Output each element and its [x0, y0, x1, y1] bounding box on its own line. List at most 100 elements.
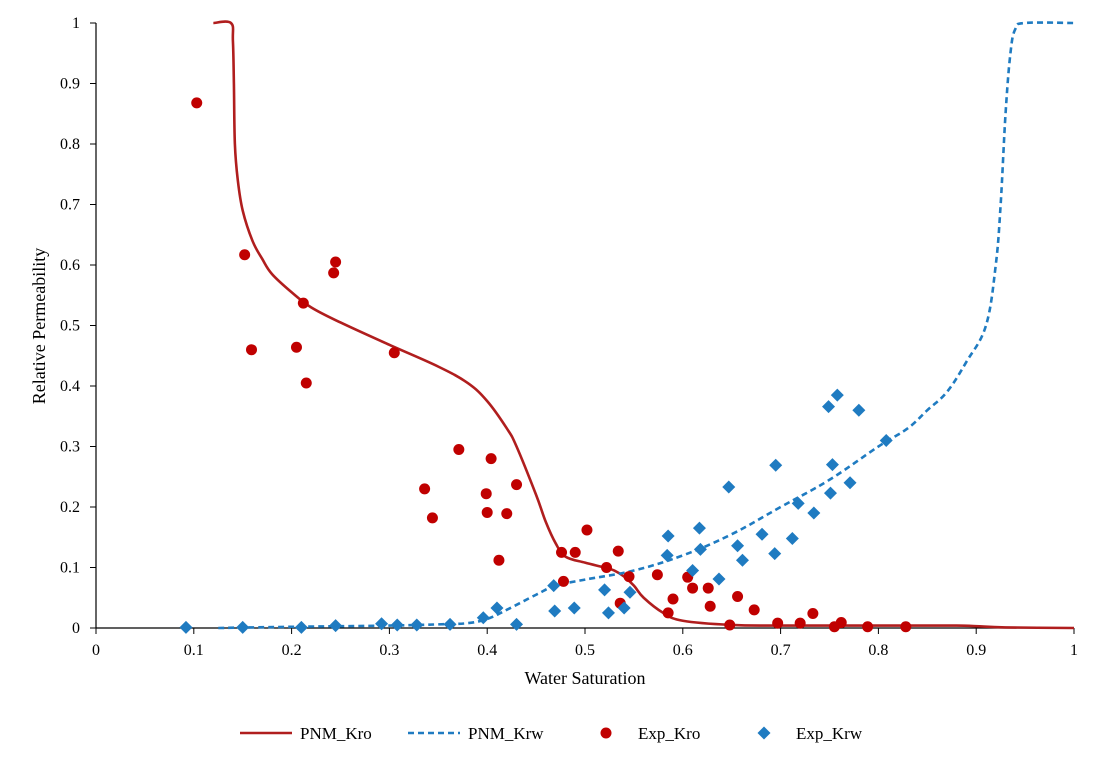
data-point-exp-krw — [843, 476, 857, 490]
data-point-exp-kro — [581, 524, 593, 536]
data-point-exp-kro — [772, 617, 784, 629]
data-point-exp-kro — [480, 488, 492, 500]
data-point-exp-kro — [297, 297, 309, 309]
x-tick-label: 1 — [1070, 642, 1078, 659]
legend-swatch-exp-krw — [757, 726, 771, 740]
series-line-pnm-kro — [213, 20, 1075, 630]
data-point-exp-kro — [612, 545, 624, 557]
legend-label-pnm-kro: PNM_Kro — [300, 724, 372, 743]
data-point-exp-krw — [722, 480, 736, 494]
data-point-exp-krw — [390, 618, 404, 632]
x-tick-label: 0.2 — [282, 642, 302, 659]
chart-axes — [95, 23, 1074, 629]
data-point-exp-kro — [511, 479, 523, 491]
data-point-exp-kro — [704, 600, 716, 612]
data-point-exp-krw — [443, 617, 457, 631]
x-tick-label: 0.8 — [868, 642, 888, 659]
data-point-exp-kro — [453, 444, 465, 456]
data-point-exp-krw — [692, 521, 706, 535]
data-point-exp-kro — [732, 591, 744, 603]
data-point-exp-krw — [567, 601, 581, 615]
data-point-exp-kro — [330, 256, 342, 268]
x-axis-ticks: 0 0.1 0.2 0.3 0.4 0.5 0.6 0.7 0.8 0.9 1 — [92, 628, 1078, 659]
data-point-exp-krw — [410, 618, 424, 632]
data-point-exp-krw — [735, 553, 749, 567]
data-point-exp-krw — [598, 583, 612, 597]
x-tick-label: 0.6 — [673, 642, 693, 659]
data-point-exp-krw — [294, 620, 308, 634]
data-point-exp-krw — [693, 542, 707, 556]
data-point-exp-krw — [661, 529, 675, 543]
y-tick-label: 0.2 — [60, 499, 80, 516]
x-tick-label: 0 — [92, 642, 100, 659]
data-point-exp-kro — [724, 619, 736, 631]
legend-swatch-exp-kro — [600, 727, 612, 739]
data-point-exp-krw — [548, 604, 562, 618]
data-point-exp-kro — [300, 377, 312, 389]
y-tick-label: 0.4 — [60, 378, 80, 395]
data-point-exp-kro — [557, 575, 569, 587]
data-point-exp-kro — [748, 604, 760, 616]
y-tick-label: 0.5 — [60, 318, 80, 335]
legend-label-pnm-krw: PNM_Krw — [468, 724, 544, 743]
data-point-exp-krw — [375, 617, 389, 631]
legend: PNM_Kro PNM_Krw Exp_Kro Exp_Krw — [240, 724, 863, 743]
data-point-exp-krw — [712, 572, 726, 586]
data-point-exp-krw — [476, 611, 490, 625]
data-point-exp-kro — [328, 267, 340, 279]
data-point-exp-krw — [807, 506, 821, 520]
data-point-exp-krw — [823, 486, 837, 500]
data-point-exp-kro — [623, 571, 635, 583]
data-point-exp-krw — [769, 458, 783, 472]
data-point-exp-kro — [569, 546, 581, 558]
data-point-exp-kro — [426, 512, 438, 524]
y-tick-label: 0.7 — [60, 197, 80, 214]
data-point-exp-kro — [662, 607, 674, 619]
data-point-exp-kro — [290, 341, 302, 353]
data-point-exp-kro — [900, 621, 912, 633]
data-point-exp-kro — [794, 617, 806, 629]
legend-label-exp-krw: Exp_Krw — [796, 724, 863, 743]
data-point-exp-krw — [791, 496, 805, 510]
data-point-exp-krw — [768, 547, 782, 561]
legend-label-exp-kro: Exp_Kro — [638, 724, 700, 743]
data-point-exp-krw — [179, 620, 193, 634]
data-point-exp-kro — [651, 569, 663, 581]
data-point-exp-krw — [236, 620, 250, 634]
series-line-pnm-krw — [218, 21, 1075, 630]
data-point-exp-krw — [879, 433, 893, 447]
data-point-exp-krw — [755, 527, 769, 541]
data-point-exp-kro — [835, 617, 847, 629]
y-tick-label: 0.8 — [60, 136, 80, 153]
data-point-exp-krw — [822, 400, 836, 414]
data-point-exp-krw — [490, 601, 504, 615]
data-point-exp-krw — [547, 579, 561, 593]
x-tick-label: 0.1 — [184, 642, 204, 659]
data-point-exp-kro — [388, 347, 400, 359]
y-tick-label: 0.6 — [60, 257, 80, 274]
y-tick-label: 0.1 — [60, 560, 80, 577]
data-point-exp-krw — [852, 403, 866, 417]
data-point-exp-krw — [830, 388, 844, 402]
data-point-exp-kro — [601, 562, 613, 573]
data-point-exp-kro — [807, 607, 819, 619]
data-point-exp-krw — [601, 606, 615, 620]
data-point-exp-kro — [702, 582, 714, 594]
y-axis-ticks: 0 0.1 0.2 0.3 0.4 0.5 0.6 0.7 0.8 0.9 1 — [60, 15, 96, 637]
data-point-exp-kro — [191, 97, 203, 109]
x-tick-label: 0.7 — [771, 642, 791, 659]
x-tick-label: 0.9 — [966, 642, 986, 659]
data-point-exp-krw — [617, 601, 631, 615]
plot-area — [179, 20, 1075, 634]
data-point-exp-kro — [687, 582, 699, 594]
y-tick-label: 0.3 — [60, 439, 80, 456]
x-axis-label: Water Saturation — [524, 668, 645, 688]
data-point-exp-krw — [686, 564, 700, 578]
data-point-exp-kro — [485, 453, 497, 465]
y-tick-label: 0.9 — [60, 76, 80, 93]
data-point-exp-krw — [731, 539, 745, 553]
y-axis-label: Relative Permeability — [29, 248, 49, 404]
data-point-exp-krw — [329, 619, 343, 633]
data-point-exp-kro — [239, 249, 251, 261]
